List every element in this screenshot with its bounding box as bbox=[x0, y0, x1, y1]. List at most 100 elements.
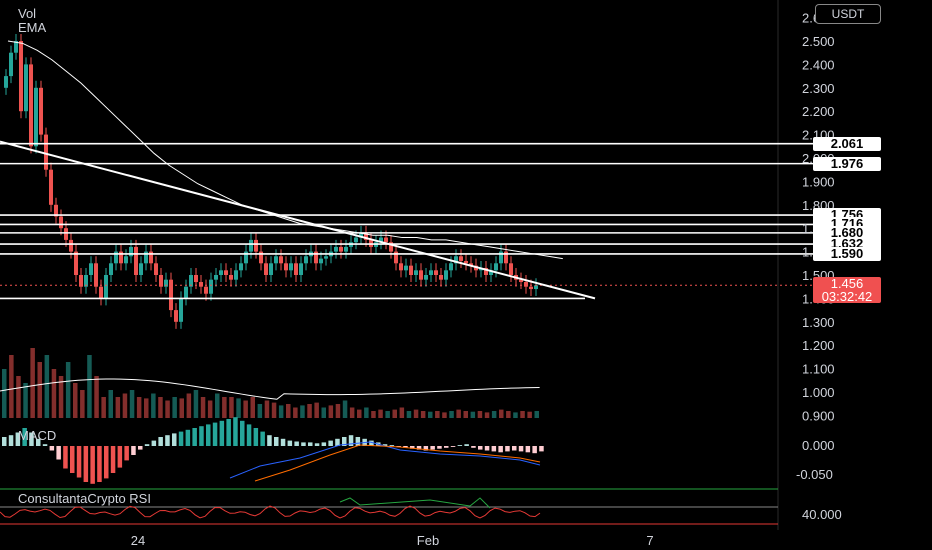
volume-bar bbox=[200, 397, 206, 418]
signal-line bbox=[254, 444, 541, 482]
candle-body bbox=[499, 251, 503, 264]
volume-bar bbox=[30, 348, 35, 418]
trend-line bbox=[0, 140, 596, 300]
candle-body bbox=[339, 246, 343, 252]
macd-bar bbox=[110, 446, 116, 473]
macd-bar bbox=[410, 446, 415, 449]
rsi-panel bbox=[0, 488, 778, 525]
candle-body bbox=[119, 251, 123, 264]
volume-bar bbox=[37, 362, 42, 418]
macd-bar bbox=[253, 428, 259, 446]
candle-body bbox=[384, 237, 388, 243]
candle-body bbox=[114, 251, 118, 264]
volume-bar bbox=[435, 411, 440, 418]
current-price-label: 1.456 03:32:42 bbox=[813, 277, 881, 303]
volume-bar bbox=[58, 376, 64, 418]
candle-body bbox=[409, 265, 413, 275]
macd-bar bbox=[267, 435, 272, 446]
volume-bar bbox=[335, 404, 341, 418]
candle-body bbox=[304, 256, 308, 264]
macd-tick: -0.050 bbox=[796, 467, 833, 482]
macd-bar bbox=[498, 446, 503, 453]
candle-body bbox=[524, 282, 528, 287]
macd-bar bbox=[158, 437, 163, 446]
volume-bar bbox=[527, 411, 532, 418]
volume-bar bbox=[371, 411, 376, 418]
volume-bar bbox=[257, 404, 263, 418]
volume-bar bbox=[456, 409, 461, 418]
volume-bars bbox=[0, 348, 540, 418]
volume-bar bbox=[321, 407, 326, 418]
macd-bar bbox=[42, 444, 48, 446]
macd-label[interactable]: MACD bbox=[18, 428, 57, 443]
price-tick: 1.900 bbox=[802, 174, 835, 189]
vol-label[interactable]: Vol bbox=[18, 6, 37, 21]
volume-bar bbox=[300, 405, 305, 418]
volume-bar bbox=[399, 407, 405, 418]
macd-bar bbox=[117, 446, 123, 468]
macd-bar bbox=[76, 446, 82, 478]
candle-body bbox=[434, 270, 438, 275]
candle-body bbox=[224, 270, 228, 275]
candle-body bbox=[484, 267, 488, 275]
price-tick: 1.100 bbox=[802, 362, 835, 377]
rsi-tick: 40.000 bbox=[802, 507, 842, 522]
volume-bar bbox=[136, 397, 142, 418]
horizontal-levels bbox=[0, 142, 880, 300]
macd-bar bbox=[199, 426, 204, 446]
volume-bar bbox=[115, 397, 121, 418]
candle-body bbox=[424, 275, 428, 280]
macd-bar bbox=[240, 420, 245, 446]
volume-bar bbox=[293, 407, 298, 418]
candle-body bbox=[194, 275, 198, 283]
macd-bar bbox=[505, 446, 510, 452]
macd-bar bbox=[49, 446, 55, 451]
macd-bar bbox=[29, 432, 34, 446]
candle-body bbox=[469, 263, 473, 266]
candle-body bbox=[19, 41, 23, 112]
macd-bar bbox=[212, 422, 218, 446]
candle-body bbox=[504, 251, 508, 264]
macd-tick: 0.000 bbox=[802, 438, 835, 453]
volume-bar bbox=[491, 411, 497, 418]
price-tick: 2.400 bbox=[802, 57, 835, 72]
candle-body bbox=[129, 246, 133, 257]
macd-bar bbox=[90, 446, 95, 484]
volume-bar bbox=[229, 397, 234, 418]
volume-bar bbox=[215, 393, 220, 418]
macd-bar bbox=[172, 433, 177, 446]
candle-body bbox=[464, 260, 468, 264]
volume-bar bbox=[65, 362, 71, 418]
candle-body bbox=[84, 275, 88, 287]
candle-body bbox=[149, 251, 153, 264]
volume-bar bbox=[271, 402, 277, 418]
candle-body bbox=[454, 256, 458, 264]
volume-bar bbox=[278, 405, 284, 418]
candle-body bbox=[534, 285, 538, 290]
macd-bar bbox=[321, 442, 327, 446]
ema-line bbox=[7, 40, 563, 260]
macd-bar bbox=[532, 446, 537, 454]
macd-bar bbox=[348, 435, 354, 446]
currency-button[interactable]: USDT bbox=[815, 4, 881, 24]
ema-label[interactable]: EMA bbox=[18, 20, 47, 35]
candle-body bbox=[259, 251, 263, 264]
price-tick: 2.200 bbox=[802, 104, 835, 119]
volume-bar bbox=[314, 402, 319, 418]
volume-bar bbox=[286, 404, 291, 418]
macd-bar bbox=[2, 437, 7, 446]
price-tick: 1.000 bbox=[802, 385, 835, 400]
candle-body bbox=[274, 256, 278, 264]
macd-bar bbox=[233, 417, 238, 446]
candle-body bbox=[134, 246, 138, 275]
candle-body bbox=[459, 256, 463, 261]
volume-bar bbox=[349, 407, 355, 418]
macd-bar bbox=[124, 446, 129, 461]
macd-bar bbox=[192, 428, 197, 446]
candle-body bbox=[264, 263, 268, 275]
macd-bar bbox=[83, 446, 89, 482]
volume-bar bbox=[2, 369, 7, 418]
candle-body bbox=[239, 263, 243, 271]
rsi-label[interactable]: ConsultantaCrypto RSI bbox=[18, 491, 151, 506]
